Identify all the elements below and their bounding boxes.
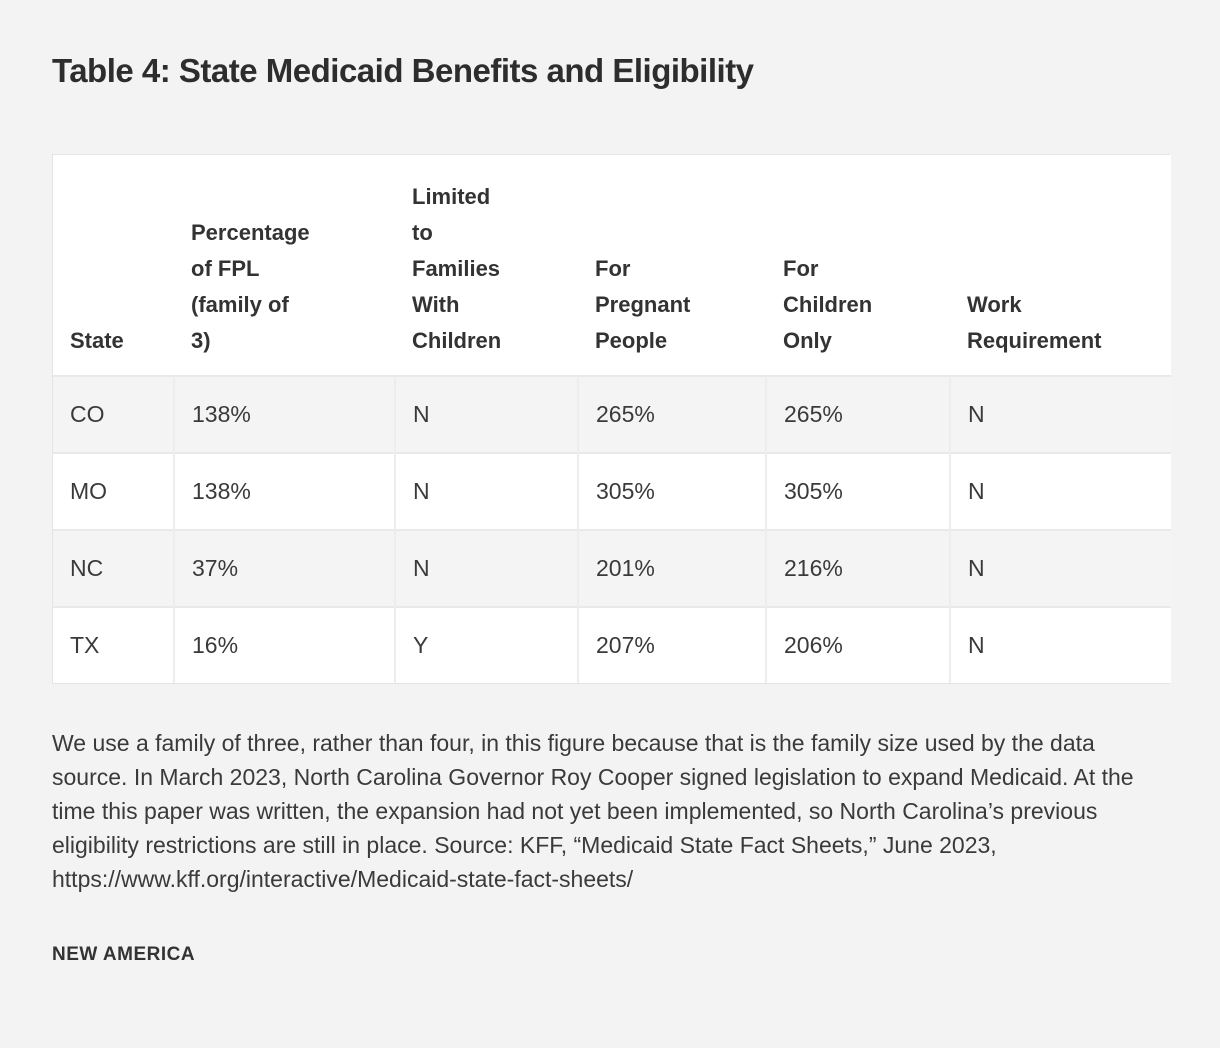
table-row-nc: NC 37% N 201% 216% N	[53, 530, 1171, 607]
column-header-children-only: For Children Only	[766, 155, 950, 376]
cell-state: TX	[70, 632, 100, 658]
cell-for_pregnant_people: 201%	[577, 530, 766, 607]
cell-for_pregnant_people: 207%	[577, 607, 766, 683]
column-header-work-requirement: Work Requirement	[950, 155, 1171, 376]
cell-work_requirement: N	[949, 530, 1171, 607]
cell-work_requirement: N	[949, 607, 1171, 683]
figure-page: Table 4: State Medicaid Benefits and Eli…	[52, 52, 1171, 965]
table-body: CO 138% N 265% 265% N MO 138% N 305% 305% N NC 37% N 20…	[53, 376, 1171, 683]
medicaid-table-card: State Percentage of FPL (family of 3) Li…	[52, 154, 1171, 684]
column-header-fpl: Percentage of FPL (family of 3)	[174, 155, 395, 376]
cell-limited_to_families_with_children: N	[394, 530, 578, 607]
cell-state: CO	[70, 401, 105, 427]
cell-for_children_only: 265%	[765, 376, 950, 453]
cell-state: NC	[70, 555, 104, 581]
cell-fpl_family_of_3: 138%	[173, 376, 395, 453]
column-header-pregnant: For Pregnant People	[578, 155, 766, 376]
cell-work_requirement: N	[949, 453, 1171, 530]
cell-for_pregnant_people: 305%	[577, 453, 766, 530]
table-caption: We use a family of three, rather than fo…	[52, 730, 1134, 892]
cell-limited_to_families_with_children: N	[394, 376, 578, 453]
cell-fpl_family_of_3: 138%	[173, 453, 395, 530]
cell-limited_to_families_with_children: N	[394, 453, 578, 530]
cell-for_children_only: 216%	[765, 530, 950, 607]
table-header: State Percentage of FPL (family of 3) Li…	[53, 155, 1171, 376]
medicaid-eligibility-table: State Percentage of FPL (family of 3) Li…	[53, 155, 1171, 683]
cell-for_children_only: 206%	[765, 607, 950, 683]
cell-fpl_family_of_3: 16%	[173, 607, 395, 683]
table-row-mo: MO 138% N 305% 305% N	[53, 453, 1171, 530]
column-header-state: State	[53, 155, 174, 376]
cell-fpl_family_of_3: 37%	[173, 530, 395, 607]
cell-state: MO	[70, 478, 108, 504]
table-row-co: CO 138% N 265% 265% N	[53, 376, 1171, 453]
new-america-logo: NEW AMERICA	[52, 944, 196, 965]
column-header-limited-families: Limited to Families With Children	[395, 155, 578, 376]
table-row-tx: TX 16% Y 207% 206% N	[53, 607, 1171, 683]
cell-for_children_only: 305%	[765, 453, 950, 530]
cell-limited_to_families_with_children: Y	[394, 607, 578, 683]
table-header-row: State Percentage of FPL (family of 3) Li…	[53, 155, 1171, 376]
cell-work_requirement: N	[949, 376, 1171, 453]
page-title: Table 4: State Medicaid Benefits and Eli…	[52, 52, 754, 89]
cell-for_pregnant_people: 265%	[577, 376, 766, 453]
